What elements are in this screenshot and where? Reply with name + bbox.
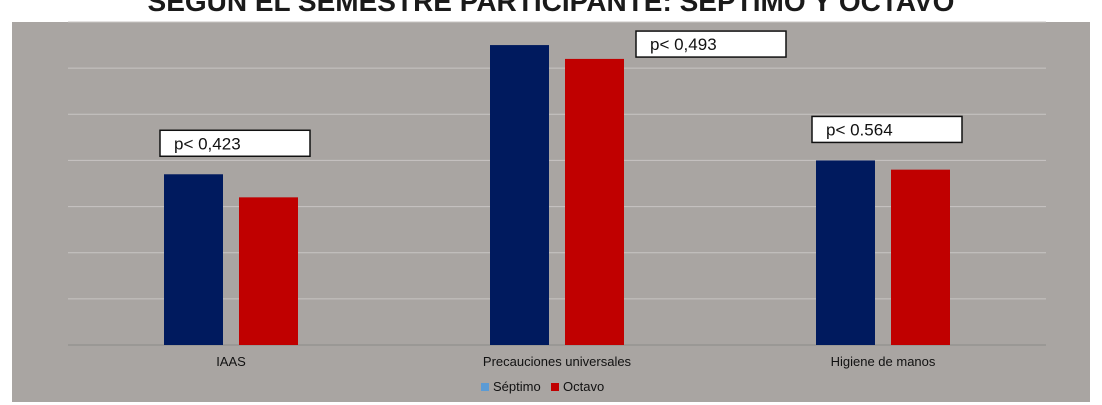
legend-swatch: [551, 383, 559, 391]
bar: [565, 58, 624, 346]
bar: [816, 160, 875, 345]
p-value-box: [811, 115, 963, 144]
x-tick-label: Higiene de manos: [831, 354, 936, 369]
chart-title: SEGÚN EL SEMESTRE PARTICIPANTE: SÉPTIMO …: [148, 0, 955, 17]
p-value-label: p< 0,493: [650, 35, 717, 54]
legend-swatch: [481, 383, 489, 391]
p-value-label: p< 0.564: [826, 120, 893, 139]
p-value-box: [159, 129, 311, 158]
bar: [164, 174, 223, 345]
x-tick-label: IAAS: [216, 354, 246, 369]
bar: [490, 45, 549, 345]
x-tick-label: Precauciones universales: [483, 354, 632, 369]
legend-label: Octavo: [563, 379, 604, 394]
legend-label: Séptimo: [493, 379, 541, 394]
bar: [239, 197, 298, 345]
p-value-box: [635, 30, 787, 58]
bar: [891, 169, 950, 345]
p-value-label: p< 0,423: [174, 134, 241, 153]
